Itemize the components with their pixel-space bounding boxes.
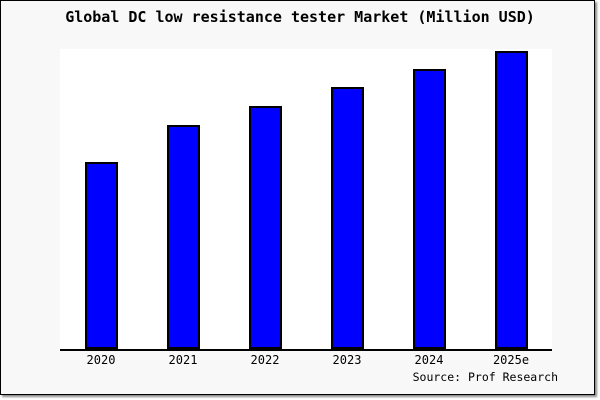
bar-2022 bbox=[249, 106, 282, 349]
x-tick-label-2022: 2022 bbox=[250, 353, 280, 367]
x-tick-label-2023: 2023 bbox=[332, 353, 362, 367]
x-tick-label-2025e: 2025e bbox=[492, 353, 530, 367]
x-tick-label-2024: 2024 bbox=[414, 353, 444, 367]
bar-2021 bbox=[167, 125, 200, 349]
bar-2020 bbox=[85, 162, 118, 349]
plot-area bbox=[60, 49, 552, 351]
chart-title: Global DC low resistance tester Market (… bbox=[65, 8, 535, 26]
source-note: Source: Prof Research bbox=[412, 370, 558, 384]
x-axis-tick-row: 2020 2021 2022 2023 2024 2025e bbox=[60, 353, 552, 368]
bar-2023 bbox=[331, 87, 364, 349]
bar-2025e bbox=[495, 51, 528, 349]
x-tick-label-2021: 2021 bbox=[168, 353, 198, 367]
x-tick-label-2020: 2020 bbox=[86, 353, 116, 367]
bar-2024 bbox=[413, 69, 446, 349]
